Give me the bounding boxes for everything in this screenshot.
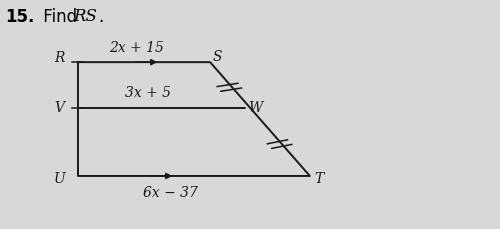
Text: R: R [54, 51, 65, 65]
Text: 2x + 15: 2x + 15 [109, 41, 164, 55]
Text: T: T [314, 172, 324, 186]
Text: Find: Find [38, 8, 82, 25]
Text: 6x − 37: 6x − 37 [143, 186, 198, 200]
Text: V: V [54, 101, 64, 115]
Text: W: W [248, 101, 262, 115]
Text: RS: RS [73, 8, 97, 25]
Text: S: S [213, 50, 222, 64]
Text: U: U [54, 172, 66, 186]
Text: 3x + 5: 3x + 5 [125, 86, 171, 100]
Text: .: . [98, 8, 103, 25]
Text: 15.: 15. [6, 8, 35, 25]
